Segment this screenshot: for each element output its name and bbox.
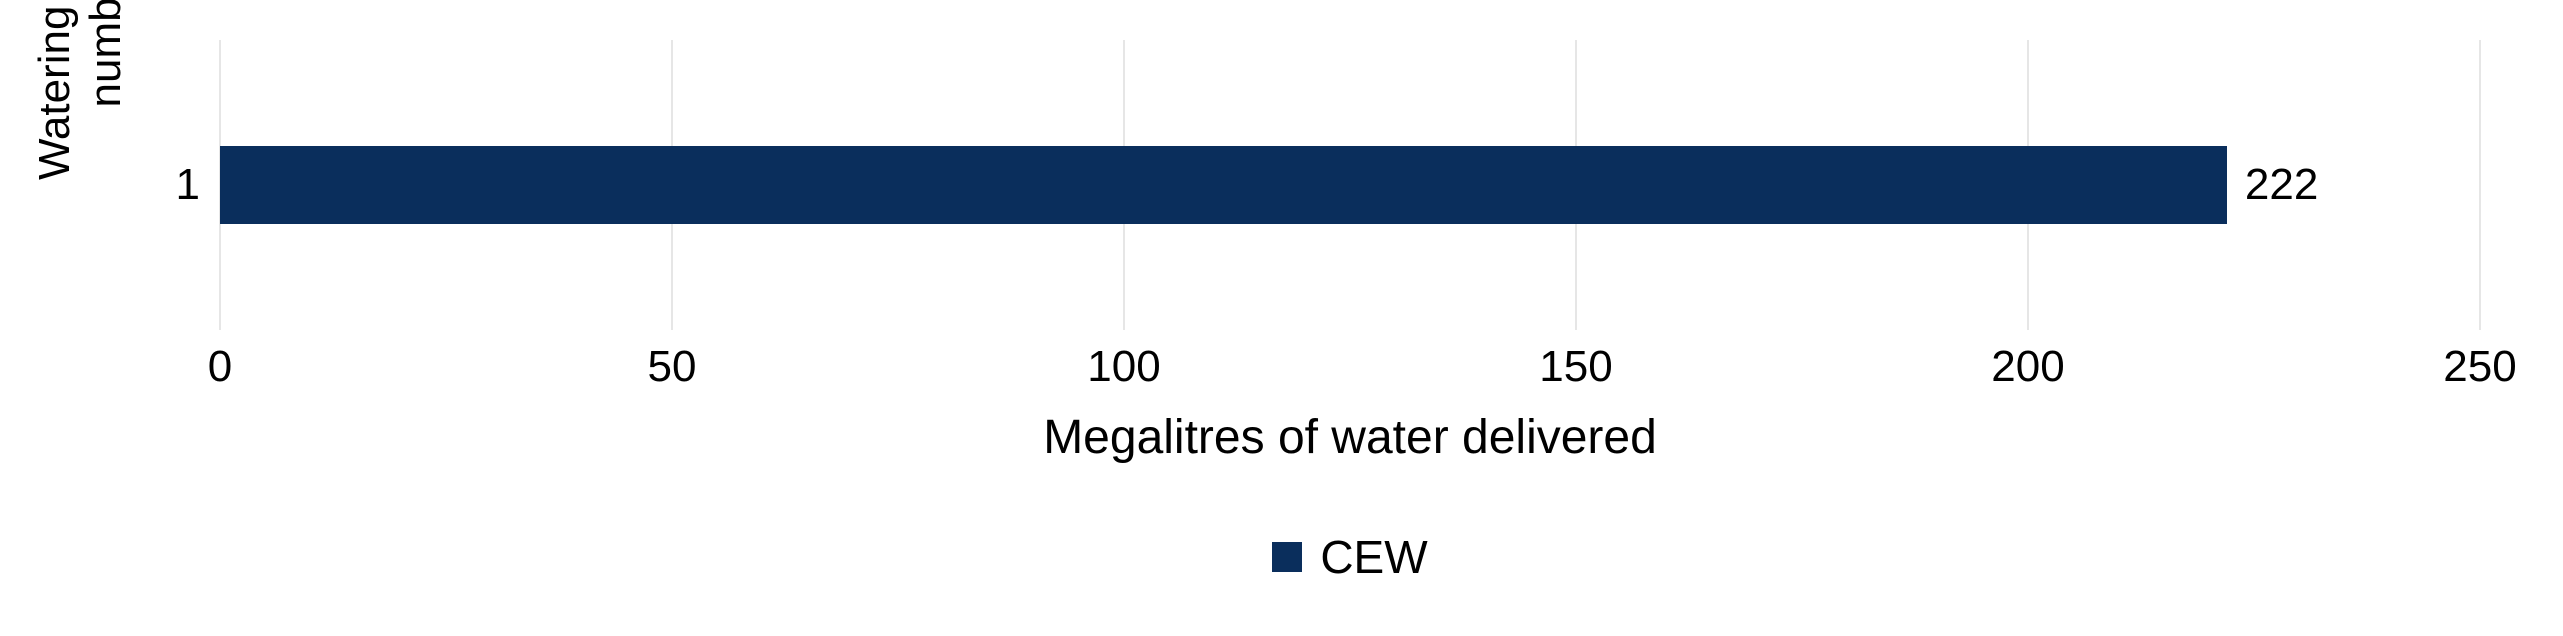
category-label: 1: [176, 160, 200, 210]
x-tick-label: 50: [648, 342, 697, 392]
x-tick-label: 200: [1991, 342, 2064, 392]
legend-label: CEW: [1320, 530, 1427, 584]
x-axis-label: Megalitres of water delivered: [220, 410, 2480, 465]
chart-container: Watering event number 050100150200250122…: [0, 0, 2563, 636]
x-tick-label: 150: [1539, 342, 1612, 392]
x-tick-label: 100: [1087, 342, 1160, 392]
bar: [220, 146, 2227, 224]
x-tick-label: 0: [208, 342, 232, 392]
legend-swatch: [1272, 542, 1302, 572]
x-gridline: [2479, 40, 2481, 330]
legend: CEW: [220, 530, 2480, 584]
x-tick-label: 250: [2443, 342, 2516, 392]
bar-row: 1222: [220, 146, 2318, 224]
y-axis-label: Watering event number: [30, 0, 131, 180]
bar-value-label: 222: [2245, 160, 2318, 210]
plot-area: 0501001502002501222: [220, 40, 2480, 330]
